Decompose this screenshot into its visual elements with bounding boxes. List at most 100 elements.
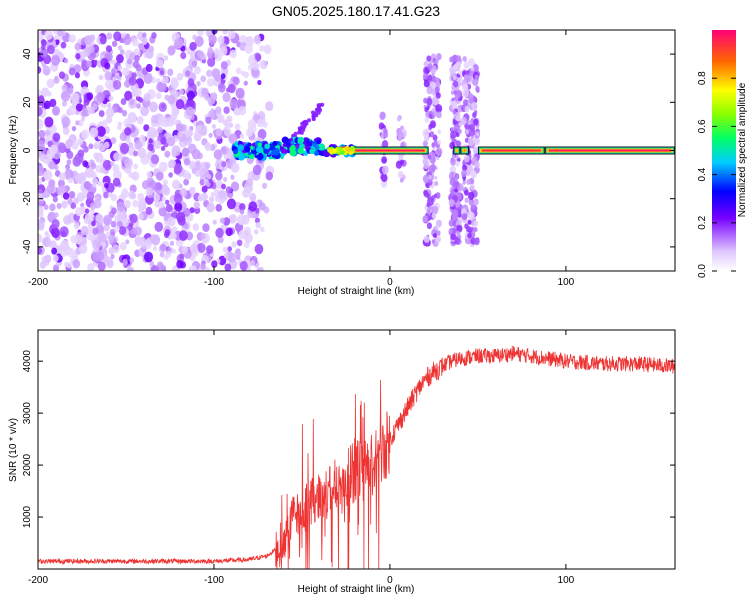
heatmap-cell bbox=[153, 139, 162, 149]
heatmap-cell bbox=[396, 116, 401, 122]
heatmap-cell bbox=[161, 196, 167, 202]
heatmap-cell bbox=[468, 199, 472, 204]
heatmap-cell bbox=[165, 204, 173, 213]
heatmap-cell bbox=[57, 30, 64, 37]
heatmap-cell bbox=[119, 132, 128, 142]
heatmap-cell bbox=[155, 58, 164, 69]
heatmap-cell bbox=[38, 205, 44, 214]
heatmap-cell bbox=[463, 61, 470, 70]
heatmap-cell bbox=[132, 38, 139, 47]
heatmap-cell bbox=[150, 265, 160, 271]
heatmap-cell bbox=[223, 106, 230, 115]
heatmap-cell bbox=[68, 67, 76, 76]
heatmap-cell bbox=[112, 177, 121, 187]
heatmap-cell bbox=[456, 55, 462, 62]
heatmap-cell bbox=[238, 105, 247, 116]
heatmap-cell bbox=[467, 120, 472, 126]
heatmap-cell bbox=[423, 189, 428, 196]
heatmap-cell bbox=[92, 239, 102, 250]
heatmap-cell bbox=[426, 209, 431, 215]
heatmap-cell bbox=[381, 140, 389, 149]
heatmap-cell bbox=[455, 115, 461, 122]
heatmap-cell bbox=[91, 171, 97, 179]
heatmap-cell bbox=[59, 240, 70, 252]
heatmap-cell bbox=[43, 204, 49, 211]
heatmap-cell bbox=[96, 91, 105, 103]
heatmap-cell bbox=[97, 261, 106, 271]
heatmap-cell bbox=[192, 34, 197, 41]
heatmap-cell bbox=[433, 233, 437, 239]
heatmap-cell bbox=[148, 138, 153, 144]
heatmap-cell bbox=[183, 178, 189, 186]
heatmap-cell bbox=[77, 149, 85, 158]
heatmap-cell bbox=[111, 40, 118, 47]
heatmap-cell bbox=[194, 168, 202, 177]
heatmap-cell bbox=[455, 154, 459, 159]
heatmap-cell bbox=[44, 69, 50, 76]
heatmap-cell bbox=[120, 217, 130, 228]
heatmap-cell bbox=[40, 39, 47, 47]
heatmap-cell bbox=[200, 167, 209, 179]
heatmap-cell bbox=[464, 189, 469, 196]
heatmap-cell bbox=[310, 110, 315, 115]
heatmap-cell bbox=[38, 129, 46, 139]
heatmap-cell bbox=[223, 252, 229, 259]
heatmap-cell bbox=[176, 72, 184, 81]
heatmap-cell bbox=[103, 214, 112, 226]
heatmap-cell bbox=[226, 198, 236, 210]
heatmap-cell bbox=[457, 108, 462, 113]
heatmap-cell bbox=[197, 30, 204, 37]
heatmap-cell bbox=[468, 96, 474, 104]
heatmap-cell bbox=[139, 134, 146, 143]
heatmap-cell bbox=[260, 149, 265, 154]
heatmap-cell bbox=[229, 99, 238, 109]
heatmap-cell bbox=[469, 70, 474, 77]
heatmap-cell bbox=[134, 54, 140, 62]
heatmap-cell bbox=[179, 253, 185, 260]
heatmap-cell bbox=[103, 191, 109, 199]
heatmap-cell bbox=[126, 266, 135, 271]
colorbar: 0.0 0.2 0.4 0.6 0.8 Normalized spectral ampl… bbox=[697, 30, 748, 278]
heatmap-cell bbox=[44, 116, 54, 128]
heatmap-cell bbox=[185, 231, 194, 241]
heatmap-cell bbox=[473, 220, 479, 227]
heatmap-cell bbox=[178, 230, 188, 242]
y-tick-label: -20 bbox=[22, 191, 33, 206]
heatmap-cell bbox=[314, 145, 320, 151]
heatmap-cell bbox=[114, 72, 120, 78]
heatmap-cell bbox=[397, 170, 404, 179]
heatmap-cell bbox=[112, 79, 122, 90]
heatmap-cell bbox=[461, 213, 468, 221]
heatmap-cell bbox=[102, 119, 109, 127]
heatmap-cell bbox=[466, 178, 471, 185]
heatmap-cell bbox=[235, 67, 242, 75]
heatmap-cell bbox=[164, 229, 171, 236]
x-tick-label: 100 bbox=[558, 277, 575, 288]
heatmap-cell bbox=[170, 112, 178, 121]
heatmap-cell bbox=[458, 70, 462, 75]
heatmap-cell bbox=[235, 87, 245, 99]
heatmap-cell bbox=[473, 136, 481, 146]
heatmap-cell bbox=[159, 70, 165, 76]
heatmap-cell bbox=[467, 220, 472, 225]
heatmap-cell bbox=[200, 75, 207, 83]
heatmap-cell bbox=[219, 46, 228, 56]
heatmap-cell bbox=[41, 87, 50, 97]
heatmap-cell bbox=[145, 63, 153, 73]
heatmap-cell bbox=[143, 72, 153, 84]
heatmap-cell bbox=[211, 123, 216, 129]
heatmap-cell bbox=[141, 37, 148, 44]
heatmap-cell bbox=[44, 30, 53, 40]
heatmap-cell bbox=[290, 140, 295, 145]
heatmap-cell bbox=[106, 259, 114, 269]
heatmap-cell bbox=[282, 143, 287, 148]
heatmap-cell bbox=[110, 137, 117, 144]
heatmap-cell bbox=[110, 193, 117, 202]
heatmap-cell bbox=[111, 59, 116, 65]
heatmap-cell bbox=[70, 235, 78, 244]
heatmap-cell bbox=[474, 74, 480, 81]
heatmap-cell bbox=[265, 171, 274, 181]
heatmap-cell bbox=[422, 174, 430, 184]
heatmap-cell bbox=[220, 73, 226, 80]
